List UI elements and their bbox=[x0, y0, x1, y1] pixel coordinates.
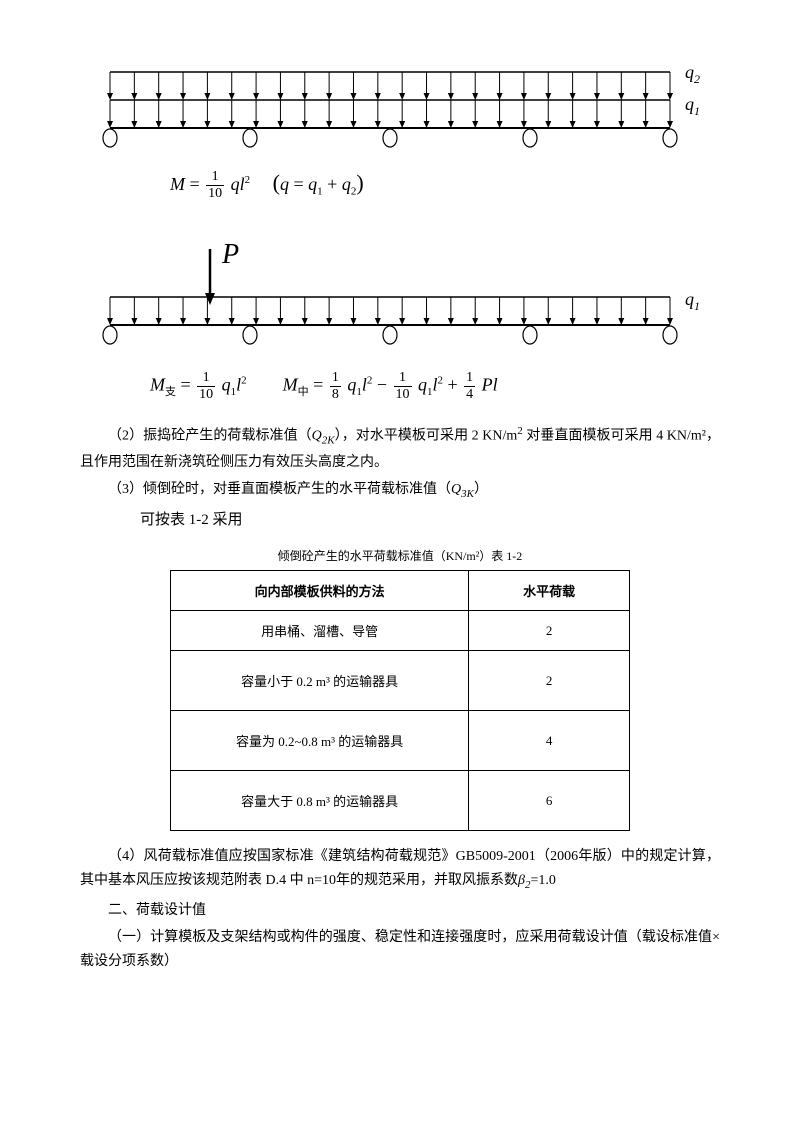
p-label: P bbox=[221, 241, 239, 270]
formula-1: M = 1 10 ql2 (q = q1 + q2) bbox=[170, 170, 720, 201]
f1-M: M bbox=[170, 174, 185, 194]
para-4: （4）风荷载标准值应按国家标准《建筑结构荷载规范》GB5009-2001（200… bbox=[80, 845, 720, 894]
p2-q: Q bbox=[312, 429, 322, 444]
svg-text:q1: q1 bbox=[685, 289, 700, 313]
f1-num: 1 bbox=[206, 170, 224, 185]
cell-method: 容量为 0.2~0.8 m³ 的运输器具 bbox=[171, 711, 469, 771]
p4-tail: =1.0 bbox=[531, 873, 556, 888]
para-3b: 可按表 1-2 采用 bbox=[80, 508, 720, 534]
cell-method: 容量大于 0.8 m³ 的运输器具 bbox=[171, 771, 469, 831]
f1-frac: 1 10 bbox=[206, 170, 224, 201]
load-table: 向内部模板供料的方法 水平荷载 用串桶、溜槽、导管 2 容量小于 0.2 m³ … bbox=[170, 570, 630, 831]
f2b-n2: 1 bbox=[394, 371, 412, 386]
p4-beta: β bbox=[518, 873, 525, 888]
f2b-d2: 10 bbox=[394, 386, 412, 402]
f2b-d3: 4 bbox=[464, 386, 475, 402]
f1-eq: = bbox=[190, 174, 200, 194]
f2a-num: 1 bbox=[197, 371, 215, 386]
p2-pre: （2）振捣砼产生的荷载标准值（ bbox=[108, 429, 312, 444]
beam-diagram-2: P q1 bbox=[80, 241, 720, 361]
f2a-M: M bbox=[150, 375, 165, 395]
cell-load: 4 bbox=[469, 711, 630, 771]
cell-load: 2 bbox=[469, 651, 630, 711]
f2a-s: 2 bbox=[241, 375, 247, 387]
p3-post: ） bbox=[474, 482, 488, 497]
f2b-plus: + bbox=[448, 375, 463, 395]
th-load: 水平荷载 bbox=[469, 571, 630, 611]
f2b-n1: 1 bbox=[330, 371, 341, 386]
f2a-q: q bbox=[222, 375, 231, 395]
f2b-s2: 2 bbox=[438, 375, 444, 387]
beam-svg-1: q2 q1 bbox=[80, 60, 720, 155]
cell-load: 2 bbox=[469, 611, 630, 651]
cell-load: 6 bbox=[469, 771, 630, 831]
f2a-sub: 支 bbox=[165, 387, 176, 399]
f2a-frac: 1 10 bbox=[197, 371, 215, 402]
page: q2 q1 M = 1 10 ql2 (q = q1 + q2) P q bbox=[0, 0, 800, 1018]
d2-q1s: 1 bbox=[694, 299, 700, 313]
th-method: 向内部模板供料的方法 bbox=[171, 571, 469, 611]
p4-body: （4）风荷载标准值应按国家标准《建筑结构荷载规范》GB5009-2001（200… bbox=[80, 849, 720, 888]
f1-ql: ql bbox=[231, 174, 245, 194]
p2-mid: ），对水平模板可采用 2 KN/m bbox=[335, 429, 518, 444]
cell-method: 用串桶、溜槽、导管 bbox=[171, 611, 469, 651]
section-2-1: （一）计算模板及支架结构或构件的强度、稳定性和连接强度时，应采用荷载设计值（载设… bbox=[80, 926, 720, 974]
formula-2: M支 = 1 10 q1l2 M中 = 18 q1l2 − 110 q1l2 +… bbox=[150, 371, 720, 402]
table-row: 容量大于 0.8 m³ 的运输器具 6 bbox=[171, 771, 630, 831]
para-3: （3）倾倒砼时，对垂直面模板产生的水平荷载标准值（Q3K） bbox=[80, 478, 720, 503]
table-row: 容量小于 0.2 m³ 的运输器具 2 bbox=[171, 651, 630, 711]
svg-text:q2: q2 bbox=[685, 62, 700, 86]
f2b-sub: 中 bbox=[298, 387, 309, 399]
f2b-q1: q bbox=[347, 375, 356, 395]
p3-pre: （3）倾倒砼时，对垂直面模板产生的水平荷载标准值（ bbox=[108, 482, 451, 497]
f2b-n3: 1 bbox=[464, 371, 475, 386]
table-caption: 倾倒砼产生的水平荷载标准值（KN/m²）表 1-2 bbox=[80, 547, 720, 564]
f1-den: 10 bbox=[206, 185, 224, 201]
f2b-d1: 8 bbox=[330, 386, 341, 402]
f1-sup: 2 bbox=[245, 174, 251, 186]
f2b-pl: Pl bbox=[482, 375, 498, 395]
f2a-den: 10 bbox=[197, 386, 215, 402]
table-row: 用串桶、溜槽、导管 2 bbox=[171, 611, 630, 651]
cell-method: 容量小于 0.2 m³ 的运输器具 bbox=[171, 651, 469, 711]
f2b-q2: q bbox=[418, 375, 427, 395]
section-2-title: 二、荷载设计值 bbox=[80, 899, 720, 923]
table-row: 容量为 0.2~0.8 m³ 的运输器具 4 bbox=[171, 711, 630, 771]
q2-sub: 2 bbox=[694, 72, 700, 86]
f2b-minus: − bbox=[377, 375, 392, 395]
f2b-s1: 2 bbox=[367, 375, 373, 387]
q1-label: q bbox=[685, 94, 694, 114]
f2b-eq: = bbox=[313, 375, 323, 395]
q1-sub: 1 bbox=[694, 104, 700, 118]
beam-svg-2: P q1 bbox=[80, 241, 720, 356]
q2-label: q bbox=[685, 62, 694, 82]
f2a-eq: = bbox=[181, 375, 191, 395]
d2-q1: q bbox=[685, 289, 694, 309]
svg-text:q1: q1 bbox=[685, 94, 700, 118]
beam-diagram-1: q2 q1 bbox=[80, 60, 720, 160]
para-2: （2）振捣砼产生的荷载标准值（Q2K），对水平模板可采用 2 KN/m2 对垂直… bbox=[80, 422, 720, 474]
f2b-M: M bbox=[283, 375, 298, 395]
table-header-row: 向内部模板供料的方法 水平荷载 bbox=[171, 571, 630, 611]
p3-qs: 3K bbox=[461, 488, 474, 500]
p3-q: Q bbox=[451, 482, 461, 497]
p2-qs: 2K bbox=[322, 435, 335, 447]
